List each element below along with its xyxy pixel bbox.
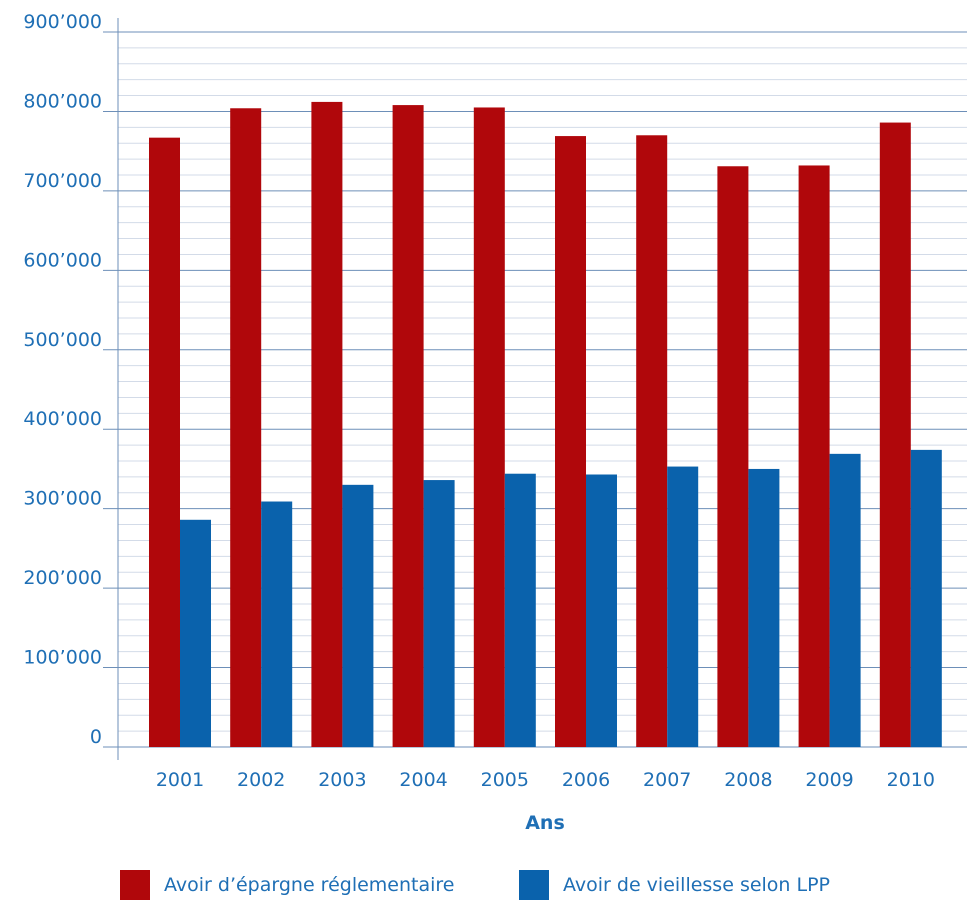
legend-label-lpp: Avoir de vieillesse selon LPP: [563, 874, 831, 896]
bar-epargne-2008: [717, 166, 749, 747]
legend-item-lpp: Avoir de vieillesse selon LPP: [519, 870, 830, 900]
legend-swatch-epargne: [120, 870, 150, 900]
legend: Avoir d’épargne réglementaire Avoir de v…: [0, 870, 967, 902]
x-tick-label: 2004: [399, 769, 447, 791]
bar-epargne-2002: [230, 108, 262, 748]
y-tick-label: 300’000: [23, 488, 102, 510]
x-tick-label: 2009: [805, 769, 853, 791]
y-tick-label: 900’000: [23, 11, 102, 33]
y-tick-label: 100’000: [23, 647, 102, 669]
bar-epargne-2007: [636, 135, 668, 747]
bar-epargne-2004: [392, 105, 424, 748]
y-tick-label: 700’000: [23, 170, 102, 192]
bar-lpp-2009: [829, 453, 861, 747]
x-tick-label: 2005: [481, 769, 529, 791]
bars: [149, 101, 942, 748]
y-tick-label: 400’000: [23, 408, 102, 430]
legend-item-epargne: Avoir d’épargne réglementaire: [120, 870, 455, 900]
x-tick-label: 2002: [237, 769, 285, 791]
x-tick-label: 2008: [724, 769, 772, 791]
legend-swatch-lpp: [519, 870, 549, 900]
y-tick-label: 800’000: [23, 90, 102, 112]
x-tick-label: 2006: [562, 769, 610, 791]
x-tick-label: 2010: [887, 769, 935, 791]
bar-lpp-2010: [910, 449, 942, 747]
x-axis-title: Ans: [525, 812, 565, 834]
bar-lpp-2007: [667, 466, 699, 747]
y-tick-label: 600’000: [23, 249, 102, 271]
x-tick-labels: 2001 2002 2003 2004 2005 2006 2007 2008 2009 2010: [156, 769, 935, 791]
bar-epargne-2001: [149, 137, 180, 747]
y-tick-labels: 0 100’000 200’000 300’000 400’000 500’000 600’…: [23, 11, 102, 748]
x-tick-label: 2003: [318, 769, 366, 791]
bar-lpp-2002: [261, 501, 293, 747]
bar-lpp-2003: [342, 484, 374, 747]
bar-epargne-2010: [879, 122, 911, 748]
bar-lpp-2006: [586, 474, 617, 747]
y-tick-label: 200’000: [23, 567, 102, 589]
bar-lpp-2005: [504, 473, 536, 747]
y-tick-label: 0: [90, 726, 102, 748]
x-tick-label: 2001: [156, 769, 204, 791]
legend-label-epargne: Avoir d’épargne réglementaire: [164, 874, 455, 896]
bar-lpp-2004: [423, 480, 455, 747]
bar-lpp-2001: [180, 519, 211, 747]
bar-epargne-2005: [473, 107, 505, 747]
x-tick-label: 2007: [643, 769, 691, 791]
bar-lpp-2008: [748, 468, 780, 747]
bar-epargne-2003: [311, 101, 343, 747]
bar-epargne-2009: [798, 165, 830, 747]
bar-epargne-2006: [555, 136, 586, 748]
y-tick-label: 500’000: [23, 329, 102, 351]
